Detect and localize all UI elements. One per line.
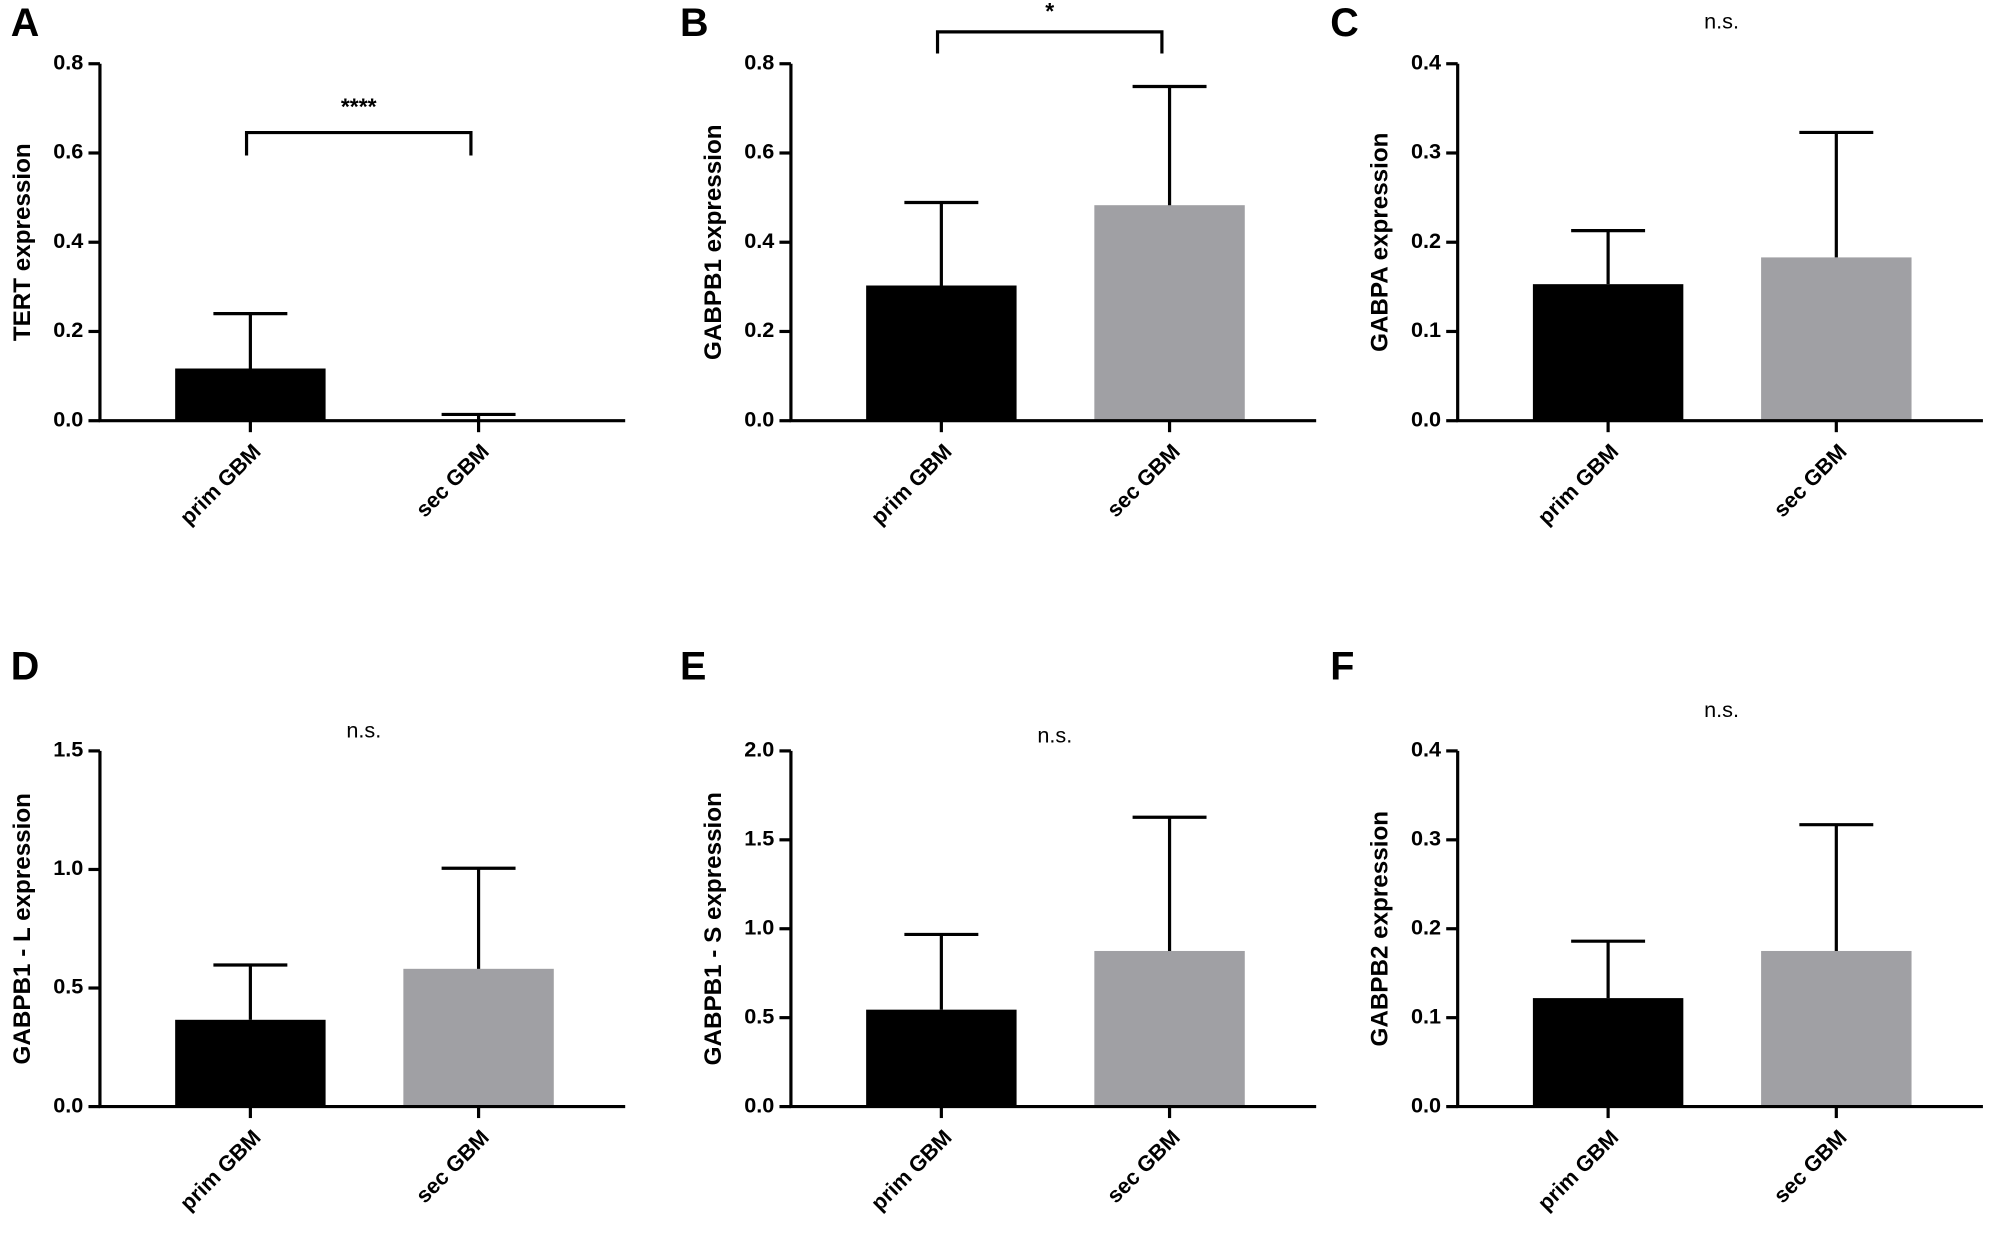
y-axis-label: TERT expression [9,143,36,341]
panel-label: A [11,1,40,45]
bar [866,1009,1017,1107]
panel-label: D [11,645,40,689]
y-tick-label: 0.6 [53,139,83,164]
bar [175,368,326,421]
y-axis-label: GABPB2 expression [1367,811,1394,1047]
significance-label: **** [341,93,377,119]
x-tick-label: sec GBM [1102,439,1185,522]
y-tick-label: 0.0 [744,406,774,431]
significance-label: * [1045,0,1054,24]
y-tick-label: 1.5 [744,826,774,851]
y-tick-label: 0.4 [1411,49,1441,74]
y-tick-label: 0.2 [53,317,83,342]
panel-label: B [680,1,709,45]
y-tick-label: 0.0 [53,1092,83,1117]
significance-bracket [935,30,1164,54]
y-tick-label: 0.0 [1411,1092,1441,1117]
y-tick-label: 1.0 [744,914,774,939]
x-tick-label: prim GBM [1532,1125,1623,1216]
y-tick-label: 0.8 [744,49,774,74]
y-tick-label: 0.4 [744,228,774,253]
panel-label: C [1330,1,1359,45]
y-tick-label: 1.5 [53,737,83,762]
bar [866,285,1017,421]
bar [1094,950,1245,1107]
y-tick-label: 0.2 [1411,228,1441,253]
bar [1761,950,1912,1107]
y-tick-label: 0.5 [744,1003,774,1028]
x-tick-label: sec GBM [1768,1125,1851,1208]
bar [175,1019,326,1107]
y-tick-label: 1.0 [53,855,83,880]
panel-label: E [680,645,706,689]
significance-label: n.s. [346,717,381,742]
y-axis-label: GABPB1 - L expression [9,793,36,1064]
x-tick-label: prim GBM [866,439,957,530]
y-tick-label: 0.2 [1411,914,1441,939]
bar [1761,257,1912,421]
x-tick-label: sec GBM [411,439,494,522]
y-tick-label: 0.2 [744,317,774,342]
significance-label: n.s. [1037,723,1072,748]
y-tick-label: 0.1 [1411,1003,1441,1028]
y-axis-label: GABPA expression [1367,133,1394,352]
x-tick-label: sec GBM [1102,1125,1185,1208]
x-tick-label: prim GBM [1532,439,1623,530]
y-tick-label: 0.0 [1411,406,1441,431]
y-tick-label: 0.3 [1411,139,1441,164]
significance-label: n.s. [1704,697,1739,722]
x-tick-label: prim GBM [175,439,266,530]
y-tick-label: 0.4 [1411,737,1441,762]
y-tick-label: 0.0 [744,1092,774,1117]
y-tick-label: 0.3 [1411,826,1441,851]
bar [1532,284,1684,421]
y-axis-label: GABPB1 - S expression [700,792,727,1065]
panel-label: F [1330,645,1354,689]
significance-label: n.s. [1704,9,1739,34]
y-tick-label: 0.6 [744,139,774,164]
y-tick-label: 2.0 [744,737,774,762]
x-tick-label: sec GBM [1768,439,1851,522]
x-tick-label: sec GBM [411,1125,494,1208]
y-tick-label: 0.0 [53,406,83,431]
y-tick-label: 0.5 [53,974,83,999]
bar [403,968,554,1107]
x-tick-label: prim GBM [866,1125,957,1216]
x-tick-label: prim GBM [175,1125,266,1216]
y-axis-label: GABPB1 expression [700,124,727,360]
y-tick-label: 0.1 [1411,317,1441,342]
y-tick-label: 0.8 [53,49,83,74]
bar [1094,205,1245,421]
bar [1532,998,1684,1107]
significance-bracket [244,130,473,156]
y-tick-label: 0.4 [53,228,83,253]
